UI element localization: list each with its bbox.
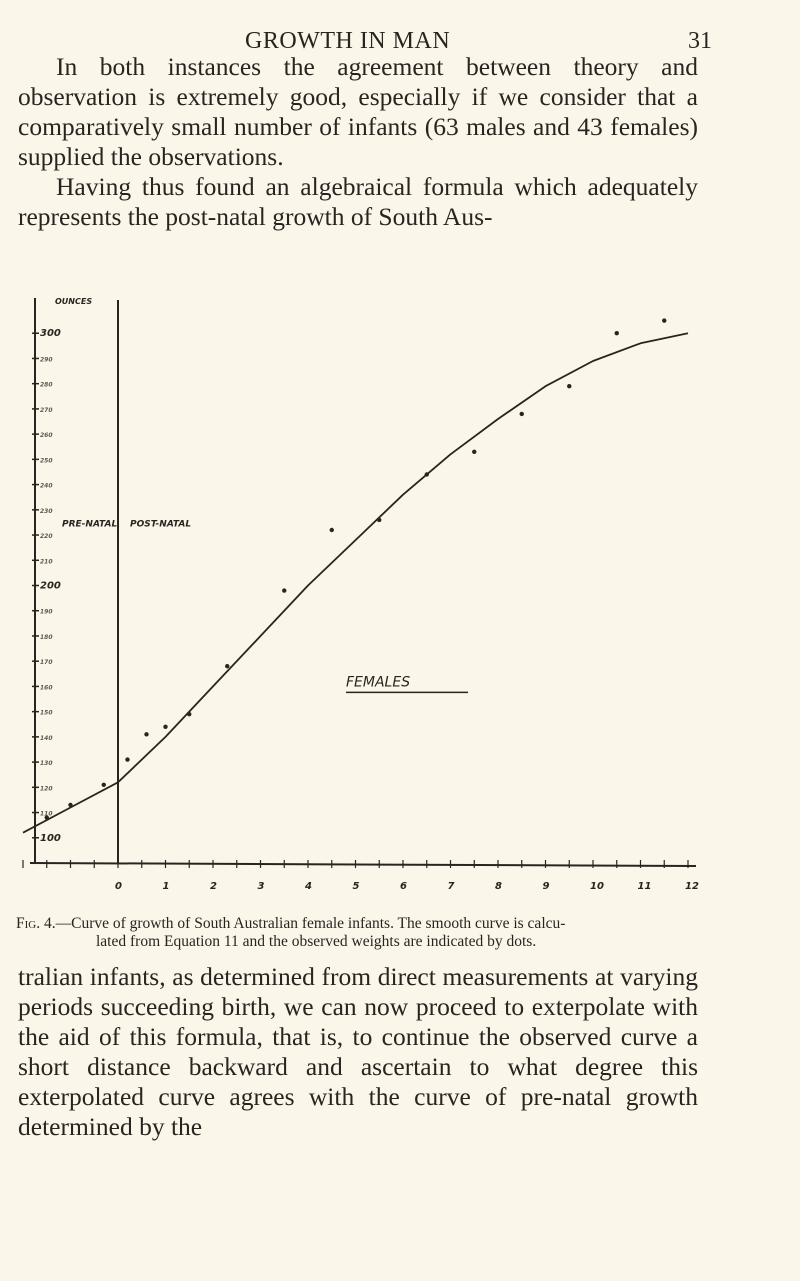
y-tick-label: 280	[40, 382, 53, 389]
pre-natal-label: PRE-NATAL	[62, 519, 117, 529]
y-tick-label: 170	[40, 659, 53, 666]
observed-dot	[567, 384, 572, 389]
running-title: GROWTH IN MAN	[245, 28, 451, 54]
observed-dot	[614, 331, 619, 336]
y-tick-label: 110	[40, 811, 53, 818]
x-axis	[29, 862, 697, 867]
x-tick-label: 1	[163, 881, 170, 892]
x-tick-label: 8	[495, 881, 502, 892]
x-tick-label: 5	[353, 881, 360, 892]
paragraph-exterpolate: tralian infants, as determined from dire…	[18, 962, 698, 1141]
y-tick-label: 270	[40, 407, 53, 414]
caption-text-2: lated from Equation 11 and the observed …	[96, 933, 537, 950]
observed-dot	[101, 782, 106, 787]
observed-dot	[282, 588, 287, 593]
y-tick-label: 230	[40, 508, 53, 515]
females-label: FEMALES	[346, 674, 410, 690]
growth-chart: 1001101201301401501601701801902002102202…	[22, 297, 699, 892]
paragraph-agreement: In both instances the agreement between …	[18, 52, 698, 171]
observed-dot	[225, 664, 230, 669]
y-tick-label: 220	[40, 533, 53, 540]
y-tick-label: 150	[40, 710, 53, 717]
observed-dot	[163, 724, 168, 729]
y-tick-label: 240	[40, 483, 53, 490]
observed-dot	[125, 757, 130, 762]
observed-dot	[329, 527, 334, 533]
observed-dot	[472, 449, 477, 454]
x-tick-label: 4	[304, 881, 312, 892]
y-tick-label: 130	[40, 760, 53, 767]
x-tick-label: 7	[448, 881, 455, 892]
post-natal-label: POST-NATAL	[130, 519, 191, 529]
observed-dot	[187, 711, 192, 717]
x-tick-label: 10	[590, 881, 604, 892]
x-tick-label: 3	[258, 881, 265, 892]
growth-chart-figure: 100 110 120 130 140 150 160 170 180 190 200 210 220 2…	[0, 288, 800, 908]
x-tick-label: 12	[685, 881, 699, 892]
running-head: GROWTH IN MAN 31	[0, 0, 800, 60]
y-tick-label: 200	[40, 581, 61, 592]
observed-dot	[519, 411, 524, 417]
observed-dot	[662, 318, 667, 323]
y-tick-label: 290	[40, 356, 53, 363]
y-tick-label: 260	[40, 432, 53, 439]
y-tick-label: 120	[40, 785, 53, 792]
x-tick-label: 6	[400, 881, 407, 892]
x-tick-label: 2	[210, 881, 217, 892]
y-tick-label: 300	[40, 328, 61, 339]
y-unit-label: OUNCES	[55, 297, 92, 306]
y-tick-label: 160	[40, 684, 53, 691]
page-number: 31	[688, 28, 712, 54]
observed-dot	[68, 802, 73, 808]
y-tick-label: 250	[40, 457, 53, 464]
paragraph-formula: Having thus found an algebraical formula…	[18, 172, 698, 231]
y-tick-label: 190	[40, 609, 53, 616]
observed-dot	[144, 732, 149, 737]
caption-lead: Fig. 4.	[16, 915, 56, 932]
observed-dot	[424, 472, 429, 477]
figure-caption: Fig. 4.—Curve of growth of South Austral…	[16, 915, 706, 951]
caption-text-1: —Curve of growth of South Australian fem…	[55, 915, 566, 932]
x-tick-label: 11	[638, 881, 652, 892]
observed-dot	[377, 517, 382, 523]
y-tick-label: 210	[40, 558, 53, 565]
y-tick-label: 180	[40, 634, 53, 641]
observed-dot	[44, 815, 49, 820]
y-tick-label: 100	[40, 833, 61, 844]
y-tick-label: 140	[40, 735, 53, 742]
x-tick-label: 0	[115, 881, 122, 892]
x-tick-label: 9	[543, 881, 550, 892]
calculated-curve	[22, 332, 689, 834]
